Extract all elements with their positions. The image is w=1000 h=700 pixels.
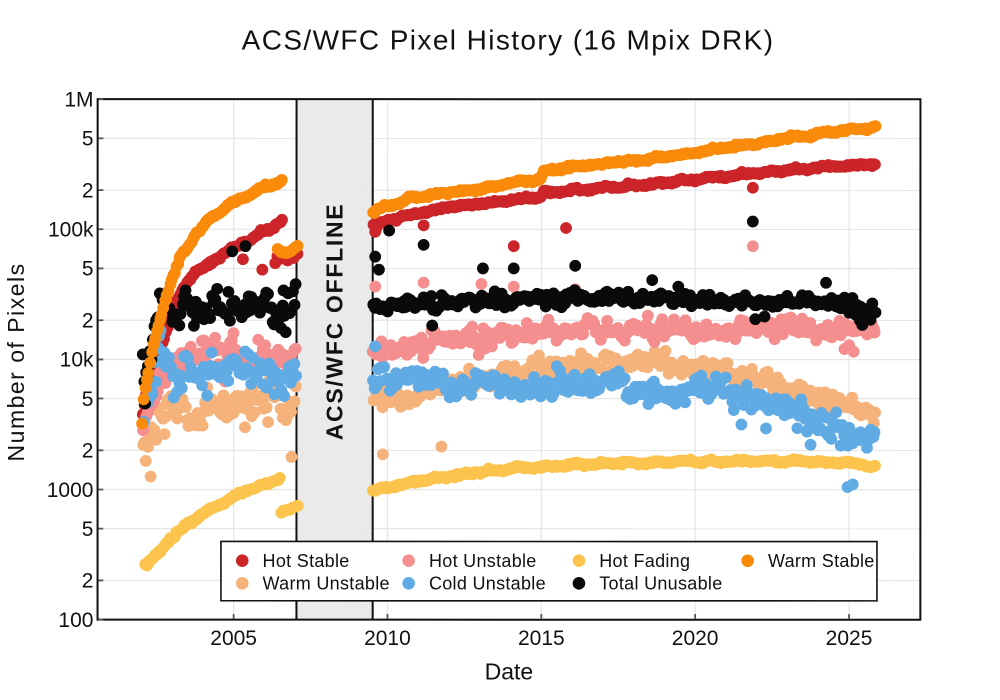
svg-text:5: 5 (82, 258, 94, 281)
svg-text:100k: 100k (48, 219, 94, 242)
svg-text:2025: 2025 (826, 627, 873, 650)
svg-text:Hot Stable: Hot Stable (263, 551, 350, 571)
svg-text:Hot Unstable: Hot Unstable (429, 551, 537, 571)
svg-text:2: 2 (82, 570, 94, 593)
svg-text:Warm Unstable: Warm Unstable (263, 573, 390, 593)
svg-text:Hot Fading: Hot Fading (599, 551, 690, 571)
svg-text:2005: 2005 (210, 627, 257, 650)
svg-text:2020: 2020 (672, 627, 719, 650)
svg-text:Number of Pixels: Number of Pixels (3, 262, 29, 461)
svg-text:10k: 10k (60, 349, 94, 372)
svg-text:Cold Unstable: Cold Unstable (429, 573, 546, 593)
svg-text:2015: 2015 (518, 627, 565, 650)
svg-text:2: 2 (82, 179, 94, 202)
svg-text:ACS/WFC OFFLINE: ACS/WFC OFFLINE (322, 203, 348, 441)
svg-text:Total Unusable: Total Unusable (599, 574, 722, 594)
svg-text:Warm Stable: Warm Stable (768, 551, 875, 571)
svg-text:1M: 1M (64, 88, 93, 111)
svg-text:2: 2 (82, 440, 94, 463)
svg-text:100: 100 (58, 609, 93, 632)
svg-text:Date: Date (485, 658, 534, 684)
svg-text:ACS/WFC Pixel History (16 Mpix: ACS/WFC Pixel History (16 Mpix DRK) (242, 24, 775, 55)
svg-text:2010: 2010 (364, 627, 411, 650)
svg-text:2: 2 (82, 310, 94, 333)
svg-text:5: 5 (82, 128, 94, 151)
svg-text:1000: 1000 (47, 479, 94, 502)
svg-text:5: 5 (82, 518, 94, 541)
svg-text:5: 5 (82, 388, 94, 411)
